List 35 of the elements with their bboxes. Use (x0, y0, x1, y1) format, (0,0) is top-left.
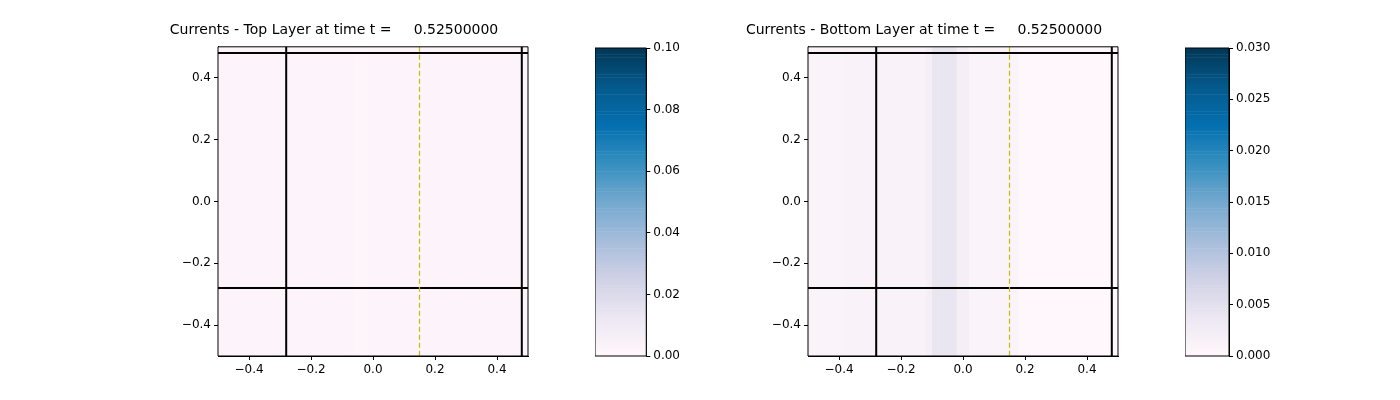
y-tick-label: −0.4 (181, 317, 211, 332)
x-tick-label: 0.0 (363, 362, 383, 377)
color-bar-label: 0.030 (1236, 40, 1271, 55)
color-bar-label: 0.005 (1236, 296, 1271, 311)
y-tick-label: 0.4 (781, 69, 801, 84)
x-tick-label: 0.0 (953, 362, 973, 377)
color-bar-label: 0.10 (653, 40, 680, 55)
y-tick-label: 0.0 (191, 193, 211, 208)
y-tick-label: 0.4 (191, 69, 211, 84)
color-bar-label: 0.02 (653, 286, 680, 301)
x-tick-label: −0.4 (234, 362, 264, 377)
x-tick-label: −0.4 (824, 362, 854, 377)
color-bar-label: 0.020 (1236, 142, 1271, 157)
y-tick-label: 0.2 (781, 131, 801, 146)
x-tick-label: 0.4 (1077, 362, 1097, 377)
x-tick-label: 0.4 (487, 362, 507, 377)
color-bar-label: 0.00 (653, 348, 680, 363)
color-bar-label: 0.000 (1236, 348, 1271, 363)
y-tick-label: −0.2 (771, 255, 801, 270)
x-tick-label: −0.2 (886, 362, 916, 377)
color-bar-label: 0.06 (653, 163, 680, 178)
y-tick-label: 0.2 (191, 131, 211, 146)
color-bar-label: 0.015 (1236, 194, 1271, 209)
x-tick-label: −0.2 (296, 362, 326, 377)
x-tick-label: 0.2 (425, 362, 445, 377)
y-tick-label: −0.4 (771, 317, 801, 332)
color-bar-label: 0.010 (1236, 245, 1271, 260)
chart-title: Currents - Bottom Layer at time t = 0.52500000 (745, 21, 1103, 38)
y-tick-label: −0.2 (181, 255, 211, 270)
color-bar-label: 0.08 (653, 101, 680, 116)
color-bar-label: 0.04 (653, 224, 680, 239)
y-tick-label: 0.0 (781, 193, 801, 208)
x-tick-label: 0.2 (1015, 362, 1035, 377)
chart-title: Currents - Top Layer at time t = 0.52500000 (169, 21, 499, 38)
color-bar-label: 0.025 (1236, 91, 1271, 106)
